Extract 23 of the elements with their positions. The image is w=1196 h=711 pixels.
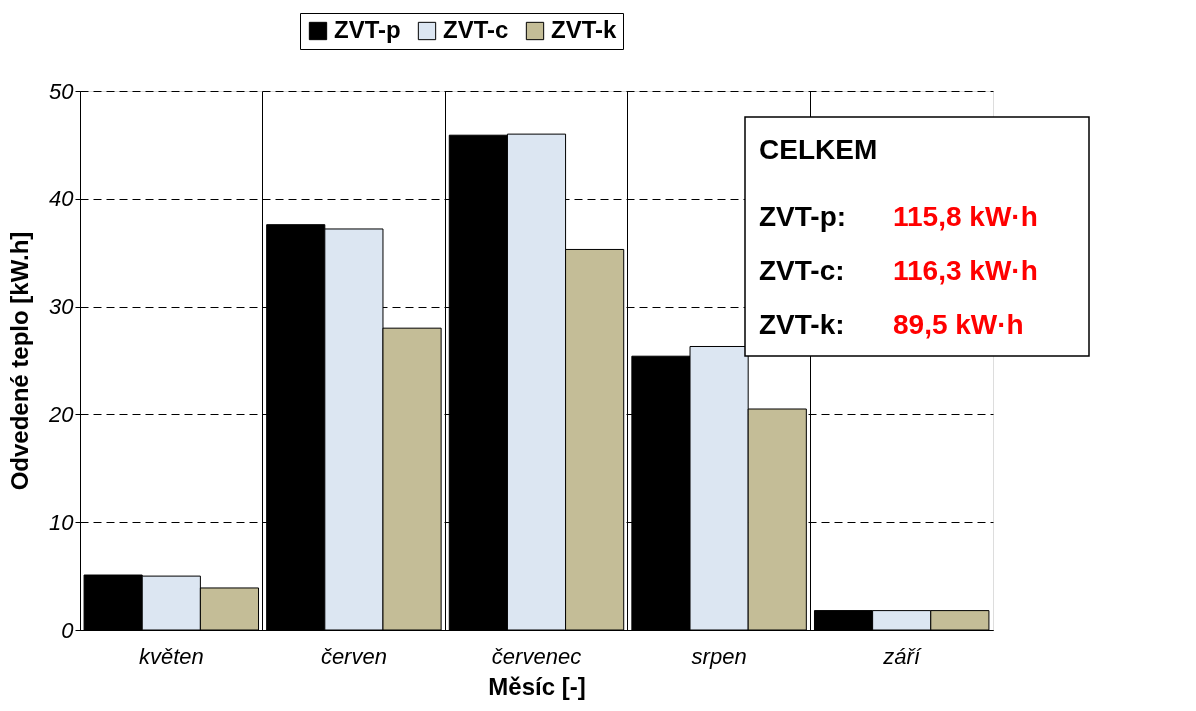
y-tick-label: 40 <box>49 186 75 212</box>
x-tick-label: září <box>882 643 922 669</box>
annotation: ZVT-k: <box>759 309 845 340</box>
x-tick-label: červen <box>320 643 387 669</box>
y-tick-label: 0 <box>61 617 75 643</box>
x-axis-title: Měsíc [-] <box>488 672 586 700</box>
y-tick-label: 10 <box>49 509 75 535</box>
x-tick-label: květen <box>138 643 204 669</box>
y-tick-label: 20 <box>48 401 75 427</box>
annotation: CELKEM <box>759 134 878 165</box>
annotation: ZVT-c: <box>759 255 845 286</box>
annotation: 89,5 kW·h <box>893 309 1024 340</box>
annotation: ZVT-p: <box>759 201 847 232</box>
annotation: 116,3 kW·h <box>893 255 1038 286</box>
legend-label: ZVT-k <box>551 16 617 43</box>
x-tick-label: červenec <box>491 643 582 669</box>
legend-label: ZVT-c <box>443 16 509 43</box>
y-axis-title: Odvedené teplo [kW.h] <box>6 231 34 491</box>
annotation: 115,8 kW·h <box>893 201 1038 232</box>
x-tick-label: srpen <box>691 643 747 669</box>
y-tick-label: 50 <box>49 78 75 104</box>
legend-label: ZVT-p <box>334 16 401 43</box>
y-tick-label: 30 <box>49 294 75 320</box>
